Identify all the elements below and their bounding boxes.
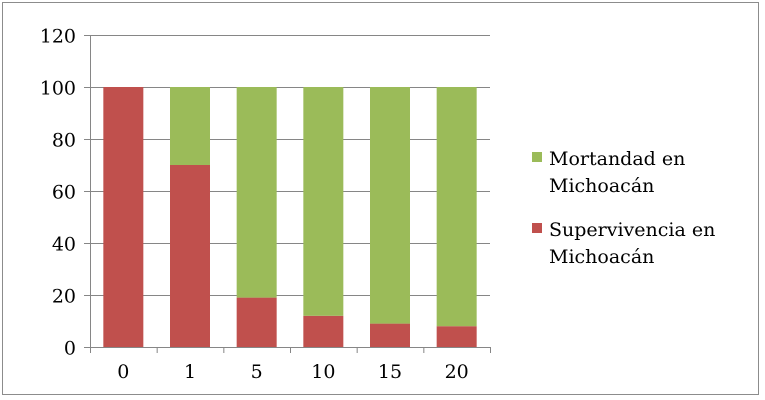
bar-supervivencia-0 [103, 87, 144, 347]
y-tick-label-80: 80 [52, 130, 76, 152]
bar-supervivencia-1 [170, 165, 210, 347]
legend-label-mortandad-line2: Michoacán [549, 175, 654, 197]
y-tick-label-120: 120 [40, 26, 76, 48]
bar-mortandad-10 [303, 87, 344, 316]
x-tick-labels: 0 1 5 10 15 20 [117, 361, 468, 383]
legend-label-supervivencia-line1: Supervivencia en [549, 219, 715, 241]
legend-label-mortandad-line1: Mortandad en [549, 148, 685, 170]
x-tick-label-5: 5 [251, 361, 263, 383]
y-tick-label-100: 100 [40, 78, 76, 100]
y-tick-label-0: 0 [64, 338, 76, 360]
y-tick-label-40: 40 [52, 234, 76, 256]
axes [84, 35, 491, 353]
bar-mortandad-20 [436, 87, 477, 327]
y-tick-label-60: 60 [52, 182, 76, 204]
legend-label-supervivencia-line2: Michoacán [549, 246, 654, 268]
bar-mortandad-1 [170, 87, 210, 165]
legend: Mortandad en Michoacán Supervivencia en … [532, 148, 715, 268]
bar-supervivencia-5 [236, 297, 277, 347]
y-tick-labels: 0 20 40 60 80 100 120 [40, 26, 76, 360]
legend-swatch-supervivencia [532, 223, 542, 233]
y-tick-label-20: 20 [52, 286, 76, 308]
gridlines [90, 35, 490, 296]
legend-item-mortandad: Mortandad en Michoacán [532, 148, 685, 197]
x-tick-label-1: 1 [184, 361, 196, 383]
legend-swatch-mortandad [532, 152, 542, 162]
x-tick-label-15: 15 [378, 361, 402, 383]
legend-item-supervivencia: Supervivencia en Michoacán [532, 219, 715, 268]
bar-mortandad-15 [370, 87, 410, 324]
x-tick-label-0: 0 [117, 361, 129, 383]
bar-supervivencia-15 [370, 323, 410, 347]
x-tick-label-10: 10 [311, 361, 335, 383]
bar-supervivencia-10 [303, 315, 344, 347]
bar-supervivencia-20 [436, 326, 477, 347]
bars [103, 87, 477, 347]
bar-mortandad-5 [236, 87, 277, 298]
x-tick-label-20: 20 [445, 361, 469, 383]
